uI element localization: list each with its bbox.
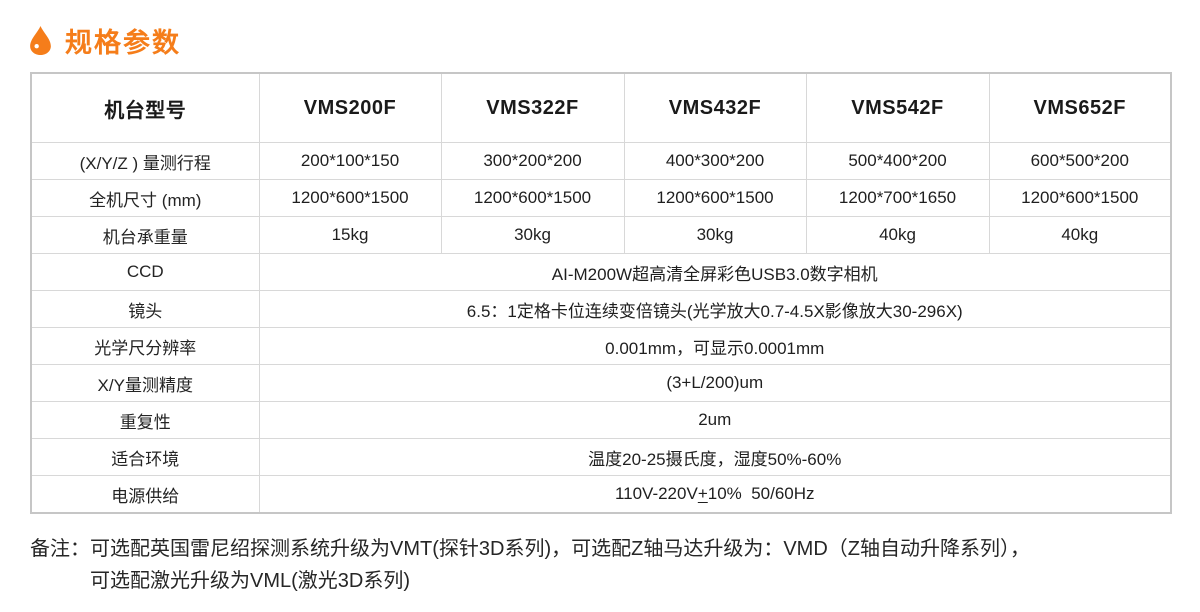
table-row: (X/Y/Z ) 量测行程 200*100*150 300*200*200 40… — [30, 142, 1172, 180]
column-header-model: VMS322F — [440, 72, 625, 143]
row-label: X/Y量测精度 — [30, 364, 260, 402]
row-label: CCD — [30, 253, 260, 291]
row-label: 重复性 — [30, 401, 260, 439]
spec-cell: 400*300*200 — [623, 142, 807, 180]
column-header-model: VMS652F — [988, 72, 1172, 143]
plus-minus-sign: + — [697, 484, 708, 503]
table-row: 重复性 2um — [30, 401, 1172, 439]
spec-cell: 40kg — [988, 216, 1172, 254]
spec-cell: 500*400*200 — [805, 142, 990, 180]
spec-cell: 600*500*200 — [988, 142, 1172, 180]
footnote-body: 可选配英国雷尼绍探测系统升级为VMT(探针3D系列)，可选配Z轴马达升级为：VM… — [90, 533, 1030, 597]
section-header: 规格参数 — [30, 22, 1170, 58]
spec-cell: 1200*600*1500 — [258, 179, 442, 217]
table-row: X/Y量测精度 (3+L/200)um — [30, 364, 1172, 402]
spec-cell: 1200*600*1500 — [623, 179, 807, 217]
spec-table: 机台型号 VMS200F VMS322F VMS432F VMS542F VMS… — [30, 72, 1172, 514]
water-drop-icon — [30, 25, 51, 55]
footnote-label: 备注： — [30, 538, 90, 560]
spec-cell: 300*200*200 — [440, 142, 625, 180]
footnote-line: 可选配激光升级为VML(激光3D系列) — [90, 570, 411, 592]
table-row: 镜头 6.5：1定格卡位连续变倍镜头(光学放大0.7-4.5X影像放大30-29… — [30, 290, 1172, 328]
spec-cell: 30kg — [440, 216, 625, 254]
spec-cell-spanned: 0.001mm，可显示0.0001mm — [258, 327, 1172, 365]
water-drop-shape — [30, 25, 51, 55]
table-row: 机台承重量 15kg 30kg 30kg 40kg 40kg — [30, 216, 1172, 254]
spec-cell: 1200*600*1500 — [440, 179, 625, 217]
table-row: 全机尺寸 (mm) 1200*600*1500 1200*600*1500 12… — [30, 179, 1172, 217]
table-row: CCD AI-M200W超高清全屏彩色USB3.0数字相机 — [30, 253, 1172, 291]
row-label: 适合环境 — [30, 438, 260, 476]
row-label: 机台承重量 — [30, 216, 260, 254]
page-title: 规格参数 — [65, 27, 181, 58]
spec-cell-spanned: 2um — [258, 401, 1172, 439]
row-label: 全机尺寸 (mm) — [30, 179, 260, 217]
table-row: 电源供给 110V-220V+10% 50/60Hz — [30, 475, 1172, 514]
column-header-model: VMS432F — [623, 72, 807, 143]
row-label: 镜头 — [30, 290, 260, 328]
spec-cell-spanned: AI-M200W超高清全屏彩色USB3.0数字相机 — [258, 253, 1172, 291]
power-value-post: 10% 50/60Hz — [707, 484, 815, 503]
power-value-pre: 110V-220V — [614, 484, 698, 503]
spec-cell: 200*100*150 — [258, 142, 442, 180]
spec-cell: 1200*600*1500 — [988, 179, 1172, 217]
footnote: 备注： 可选配英国雷尼绍探测系统升级为VMT(探针3D系列)，可选配Z轴马达升级… — [30, 533, 1170, 597]
footnote-line: 可选配英国雷尼绍探测系统升级为VMT(探针3D系列)，可选配Z轴马达升级为：VM… — [90, 538, 1030, 560]
spec-cell-spanned: 6.5：1定格卡位连续变倍镜头(光学放大0.7-4.5X影像放大30-296X) — [258, 290, 1172, 328]
spec-sheet-page: 规格参数 机台型号 VMS200F VMS322F VMS432F VMS542… — [30, 22, 1172, 597]
column-header-model: VMS200F — [258, 72, 442, 143]
column-header-model: VMS542F — [805, 72, 990, 143]
spec-cell: 15kg — [258, 216, 442, 254]
row-label: (X/Y/Z ) 量测行程 — [30, 142, 260, 180]
spec-cell-spanned: (3+L/200)um — [258, 364, 1172, 402]
table-row: 光学尺分辨率 0.001mm，可显示0.0001mm — [30, 327, 1172, 365]
row-label: 电源供给 — [30, 475, 260, 514]
row-label: 光学尺分辨率 — [30, 327, 260, 365]
spec-cell: 1200*700*1650 — [805, 179, 990, 217]
spec-cell-spanned: 温度20-25摄氏度，湿度50%-60% — [258, 438, 1172, 476]
spec-cell: 30kg — [623, 216, 807, 254]
table-header-row: 机台型号 VMS200F VMS322F VMS432F VMS542F VMS… — [30, 72, 1172, 143]
spec-cell: 40kg — [805, 216, 990, 254]
table-row: 适合环境 温度20-25摄氏度，湿度50%-60% — [30, 438, 1172, 476]
spec-cell-spanned: 110V-220V+10% 50/60Hz — [258, 475, 1172, 514]
column-header-model-label: 机台型号 — [30, 72, 260, 143]
